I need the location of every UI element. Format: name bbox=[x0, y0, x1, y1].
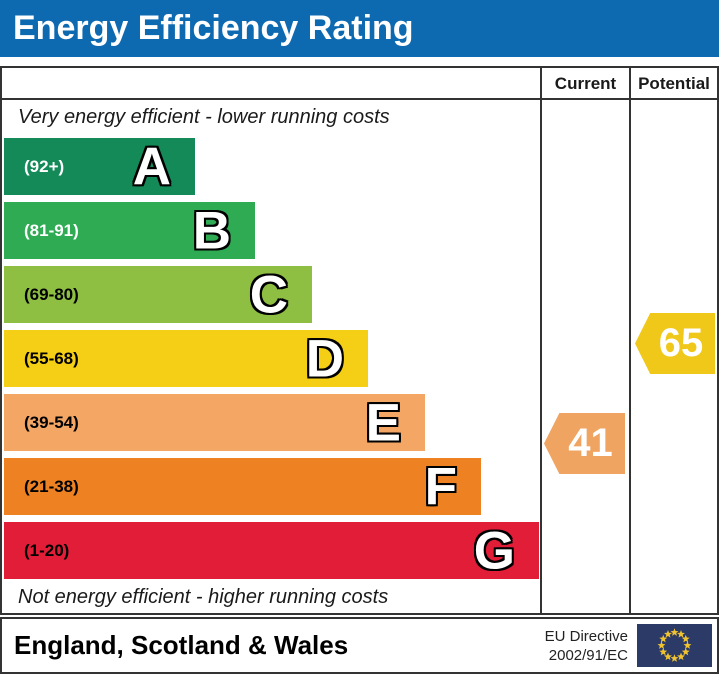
band-range-label: (55-68) bbox=[24, 348, 79, 368]
caption-not-efficient: Not energy efficient - higher running co… bbox=[18, 586, 389, 608]
band-range-label: (69-80) bbox=[24, 284, 79, 304]
current-column-divider bbox=[540, 68, 542, 613]
band-g: (1-20) G bbox=[4, 522, 539, 579]
eu-flag-icon bbox=[637, 624, 712, 667]
band-letter: A bbox=[132, 137, 171, 196]
band-range-label: (39-54) bbox=[24, 412, 79, 432]
caption-very-efficient: Very energy efficient - lower running co… bbox=[18, 106, 390, 128]
potential-column-header: Potential bbox=[638, 74, 710, 93]
potential-marker: 65 bbox=[635, 313, 715, 374]
band-range-label: (1-20) bbox=[24, 540, 70, 560]
band-letter: G bbox=[473, 521, 515, 580]
eu-directive-line2: 2002/91/EC bbox=[548, 646, 628, 664]
eu-directive-line1: EU Directive bbox=[544, 627, 628, 645]
band-e: (39-54) E bbox=[4, 394, 425, 451]
header-row-divider bbox=[2, 98, 717, 100]
chart-area: Current Potential Very energy efficient … bbox=[0, 66, 719, 615]
current-column-header: Current bbox=[554, 74, 617, 93]
band-letter: D bbox=[305, 329, 344, 388]
band-range-label: (21-38) bbox=[24, 476, 79, 496]
band-b: (81-91) B bbox=[4, 202, 255, 259]
potential-column-divider bbox=[629, 68, 631, 613]
potential-value: 65 bbox=[658, 321, 704, 365]
page-title: Energy Efficiency Rating bbox=[13, 9, 414, 47]
band-letter: B bbox=[192, 201, 231, 260]
title-bar: Energy Efficiency Rating bbox=[0, 0, 719, 57]
eu-directive-label: EU Directive 2002/91/EC bbox=[545, 627, 628, 665]
band-letter: F bbox=[424, 457, 457, 516]
band-f: (21-38) F bbox=[4, 458, 481, 515]
current-marker: 41 bbox=[544, 413, 625, 474]
current-value: 41 bbox=[568, 421, 613, 465]
band-d: (55-68) D bbox=[4, 330, 368, 387]
footer-right: EU Directive 2002/91/EC bbox=[545, 624, 712, 667]
band-range-label: (92+) bbox=[24, 156, 65, 176]
band-a: (92+) A bbox=[4, 138, 195, 195]
band-c: (69-80) C bbox=[4, 266, 312, 323]
band-letter: E bbox=[365, 393, 401, 452]
band-range-label: (81-91) bbox=[24, 220, 79, 240]
region-label: England, Scotland & Wales bbox=[14, 630, 349, 660]
bands-area: (92+) A (81-91) B (69-80) C (55-68) D (39-54) E (2… bbox=[2, 68, 717, 613]
footer: England, Scotland & Wales EU Directive 2… bbox=[0, 617, 719, 674]
band-letter: C bbox=[249, 265, 288, 324]
